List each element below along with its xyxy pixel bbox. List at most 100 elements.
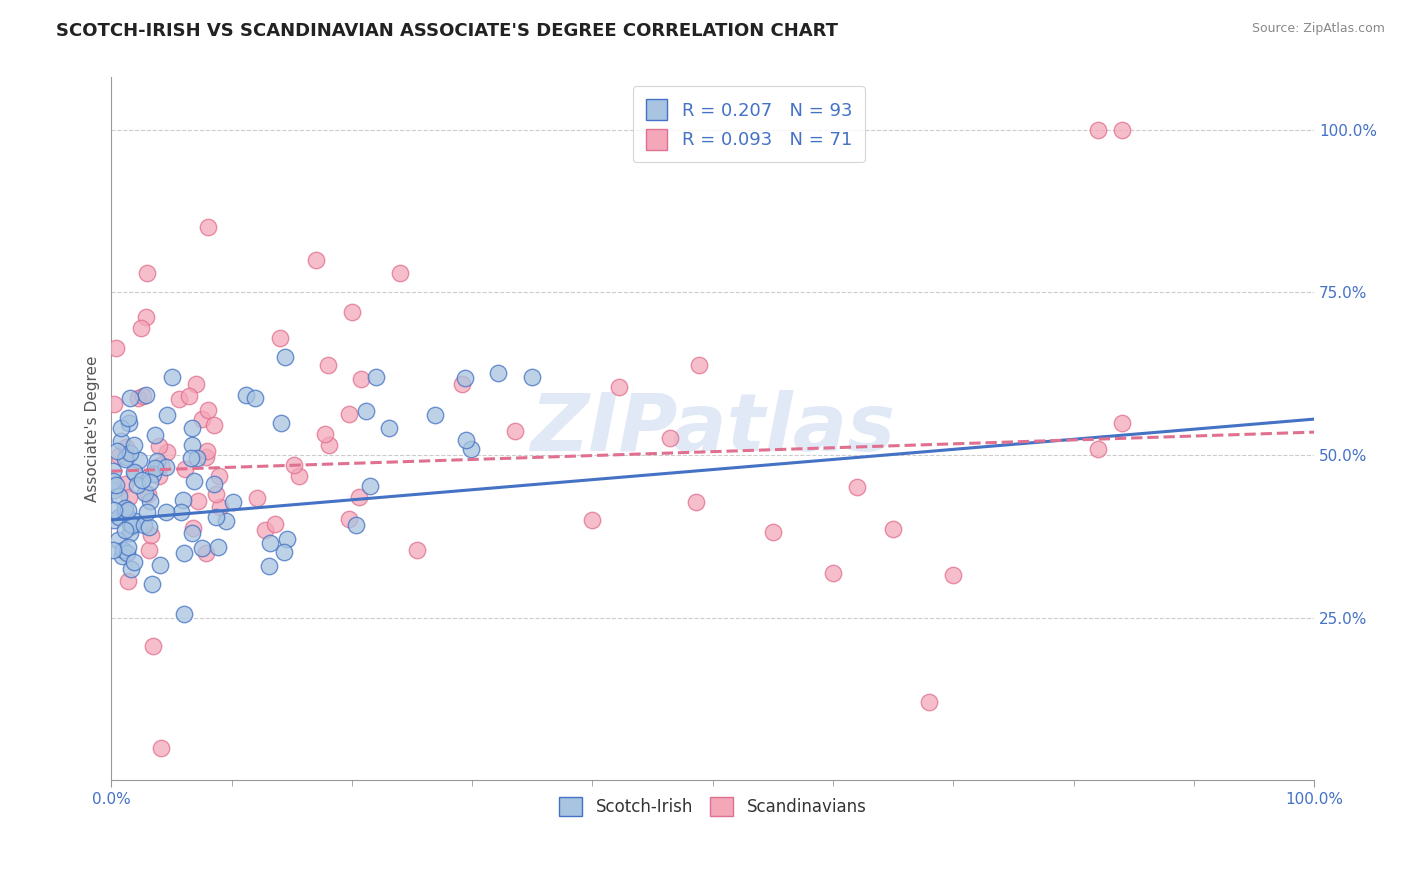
Point	[103, 397, 125, 411]
Point	[139, 527, 162, 541]
Point	[124, 466, 146, 480]
Point	[190, 412, 212, 426]
Point	[118, 416, 141, 430]
Point	[135, 266, 157, 280]
Point	[389, 266, 412, 280]
Point	[942, 567, 965, 582]
Point	[105, 444, 128, 458]
Point	[117, 540, 139, 554]
Point	[145, 461, 167, 475]
Point	[174, 462, 197, 476]
Point	[659, 431, 682, 445]
Point	[111, 549, 134, 564]
Point	[110, 421, 132, 435]
Point	[406, 543, 429, 558]
Point	[195, 546, 218, 560]
Point	[356, 404, 378, 418]
Point	[114, 500, 136, 515]
Point	[160, 369, 183, 384]
Point	[259, 536, 281, 550]
Point	[253, 523, 276, 537]
Point	[257, 558, 280, 573]
Point	[346, 518, 368, 533]
Point	[138, 487, 160, 501]
Point	[128, 453, 150, 467]
Point	[350, 371, 373, 385]
Point	[181, 438, 204, 452]
Point	[183, 474, 205, 488]
Point	[202, 477, 225, 491]
Point	[460, 442, 482, 456]
Point	[347, 491, 370, 505]
Point	[148, 439, 170, 453]
Point	[1111, 416, 1133, 430]
Point	[423, 408, 446, 422]
Point	[173, 607, 195, 621]
Point	[142, 639, 165, 653]
Point	[117, 503, 139, 517]
Point	[364, 369, 387, 384]
Point	[114, 441, 136, 455]
Point	[283, 458, 305, 472]
Point	[104, 478, 127, 492]
Point	[181, 521, 204, 535]
Point	[195, 450, 218, 464]
Point	[337, 511, 360, 525]
Point	[180, 451, 202, 466]
Point	[149, 458, 172, 472]
Point	[103, 503, 125, 517]
Point	[273, 545, 295, 559]
Point	[918, 695, 941, 709]
Point	[107, 533, 129, 547]
Point	[184, 377, 207, 392]
Point	[120, 517, 142, 532]
Point	[276, 532, 298, 546]
Point	[134, 486, 156, 500]
Point	[173, 545, 195, 559]
Point	[155, 459, 177, 474]
Point	[274, 351, 297, 365]
Point	[318, 438, 340, 452]
Point	[155, 504, 177, 518]
Point	[305, 252, 328, 267]
Point	[103, 464, 125, 478]
Y-axis label: Associate's Degree: Associate's Degree	[86, 356, 100, 502]
Point	[150, 740, 173, 755]
Point	[180, 421, 202, 435]
Point	[121, 516, 143, 531]
Point	[125, 478, 148, 492]
Point	[118, 525, 141, 540]
Point	[186, 450, 208, 465]
Point	[215, 514, 238, 528]
Point	[118, 445, 141, 459]
Point	[762, 524, 785, 539]
Point	[359, 478, 381, 492]
Point	[181, 526, 204, 541]
Point	[114, 524, 136, 538]
Point	[340, 304, 363, 318]
Point	[243, 391, 266, 405]
Point	[314, 427, 336, 442]
Text: SCOTCH-IRISH VS SCANDINAVIAN ASSOCIATE'S DEGREE CORRELATION CHART: SCOTCH-IRISH VS SCANDINAVIAN ASSOCIATE'S…	[56, 22, 838, 40]
Point	[138, 543, 160, 558]
Point	[148, 468, 170, 483]
Point	[139, 493, 162, 508]
Point	[118, 490, 141, 504]
Point	[204, 487, 226, 501]
Point	[127, 391, 149, 405]
Point	[117, 574, 139, 588]
Point	[172, 493, 194, 508]
Point	[1111, 122, 1133, 136]
Point	[118, 391, 141, 405]
Point	[208, 500, 231, 515]
Point	[522, 369, 544, 384]
Point	[451, 377, 474, 392]
Point	[129, 320, 152, 334]
Point	[146, 453, 169, 467]
Point	[688, 358, 710, 372]
Text: Source: ZipAtlas.com: Source: ZipAtlas.com	[1251, 22, 1385, 36]
Point	[195, 443, 218, 458]
Point	[117, 411, 139, 425]
Point	[103, 513, 125, 527]
Point	[197, 220, 219, 235]
